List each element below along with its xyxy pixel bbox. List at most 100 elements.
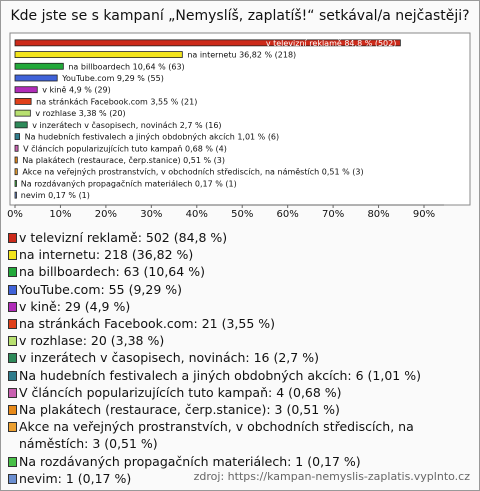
bar-label: v rozhlase 3,38 % (20) [35,109,125,118]
bar [14,51,183,58]
legend-label: Na hudebních festivalech a jiných obdobn… [19,367,421,383]
legend-label: v rozhlase: 20 (3,38 %) [19,333,165,349]
bar-label: Na rozdávaných propagačních materiálech … [21,178,237,188]
bar-label-name: Na plakátech (restaurace, čerp.stanice) [22,155,180,165]
legend-swatch [8,284,17,295]
bar-value-label: 9,29 % (55) [117,74,164,83]
chart: 0% 10% 20% 30% 40% 50% 60% 70% 80% 90% v televizní… [7,32,471,220]
x-tick-label: 50% [231,209,253,220]
legend-swatch [8,405,17,416]
bar-label-name: Na hudebních festivalech a jiných obdobn… [25,132,235,141]
bar [14,74,58,82]
legend-swatch [8,353,17,364]
legend-label: YouTube.com: 55 (9,29 %) [19,281,183,297]
legend-label: v televizní reklamě: 502 (84,8 %) [19,230,228,245]
legend-item: V článcích popularizujících tuto kampaň:… [8,384,473,401]
bar-label-name: nevim [21,191,46,200]
bar-value-label: 0,51 % (3) [322,167,364,176]
bar-label-name: Akce na veřejných prostranstvích, v obch… [22,167,319,176]
bar-label: Na hudebních festivalech a jiných obdobn… [25,132,280,141]
legend-label: na internetu: 218 (36,82 %) [19,247,194,263]
bar-label: V článcích popularizujících tuto kampaň … [23,143,227,153]
legend-item: na billboardech: 63 (10,64 %) [8,263,473,280]
legend-item: na internetu: 218 (36,82 %) [8,246,473,263]
bar-label: na billboardech 10,64 % (63) [68,62,184,71]
bar-label-name: V článcích popularizujících tuto kampaň [23,143,182,153]
legend-item: v inzerátech v časopisech, novinách: 16 … [8,349,473,366]
bar-label-name: na stránkách Facebook.com [36,97,148,106]
bar-value-label: 84,8 % (502) [344,38,396,47]
bar-label: Na plakátech (restaurace, čerp.stanice) … [22,155,225,165]
bar [14,39,401,47]
legend-swatch [8,233,17,243]
legend-swatch [8,250,17,261]
bar [14,156,18,164]
legend-item: v televizní reklamě: 502 (84,8 %) [8,229,473,246]
legend-item: Na hudebních festivalech a jiných obdobn… [8,367,473,384]
bar-value-label: 3,55 % (21) [150,97,197,106]
bar-label: v televizní reklamě 84,8 % (502) [266,38,397,47]
legend-item: Na plakátech (restaurace, čerp.stanice):… [8,401,473,418]
bar [14,191,17,199]
bar-label: nevim 0,17 % (1) [21,191,90,200]
bar-label: na internetu 36,82 % (218) [187,50,296,59]
x-tick-label: 40% [186,209,208,220]
bar [14,109,31,117]
legend-item: nevim: 1 (0,17 %) [8,470,473,487]
bar-value-label: 0,17 % (1) [48,191,90,200]
legend-label: v inzerátech v časopisech, novinách: 16 … [19,350,319,366]
bar-label: na stránkách Facebook.com 3,55 % (21) [36,97,197,106]
legend-label: na billboardech: 63 (10,64 %) [19,264,205,280]
legend-label: V článcích popularizujících tuto kampaň:… [19,384,342,400]
bar-label-name: v rozhlase [35,109,76,118]
legend-swatch [8,301,17,312]
bar-label-name: v kině [42,85,66,94]
legend-label: v kině: 29 (4,9 %) [19,298,131,314]
legend-swatch [8,422,17,433]
x-tick-label: 10% [49,209,71,220]
x-tick-label: 20% [95,209,117,220]
bar-label-name: na internetu [187,50,236,59]
legend-label: na stránkách Facebook.com: 21 (3,55 %) [19,316,276,332]
bar [14,133,20,140]
legend-label: Na plakátech (restaurace, čerp.stanice):… [19,402,340,418]
bar [14,98,32,105]
bar [14,86,38,94]
legend-swatch [8,387,17,398]
bar-label-name: Na rozdávaných propagačních materiálech [21,178,193,188]
x-tick-label: 80% [367,209,389,220]
x-tick-label: 60% [277,209,299,220]
legend-swatch [8,319,17,330]
bar [14,168,18,176]
bar-label: Akce na veřejných prostranstvích, v obch… [22,167,363,176]
bar-label-name: v televizní reklamě [266,38,342,47]
plot-box [9,32,471,206]
legend-item: YouTube.com: 55 (9,29 %) [8,281,473,298]
bar [14,180,17,187]
bar-value-label: 0,68 % (4) [185,144,227,153]
x-tick-label: 90% [413,209,435,220]
bar [14,144,19,152]
bar-label-name: YouTube.com [61,74,114,83]
legend-swatch [8,456,17,467]
bar-value-label: 1,01 % (6) [237,132,279,141]
x-tick-label: 70% [322,209,344,220]
legend-swatch [8,370,17,381]
bar-value-label: 36,82 % (218) [239,50,296,59]
legend-swatch [8,336,17,347]
legend: v televizní reklamě: 502 (84,8 %) na inte… [8,229,473,487]
bar [14,121,28,129]
bar-label: v inzerátech v časopisech, novinách 2,7 … [32,119,221,129]
source: zdroj: https://kampan-nemyslis-zaplatis.… [193,470,470,483]
legend-label: nevim: 1 (0,17 %) [19,470,132,486]
bar-value-label: 2,7 % (16) [180,120,222,129]
bar-value-label: 0,51 % (3) [183,156,225,165]
chart-title: Kde jste se s kampaní „Nemyslíš, zaplatí… [10,8,470,24]
legend-item: Na rozdávaných propagačních materiálech:… [8,453,473,470]
bar-value-label: 0,17 % (1) [195,179,237,188]
legend-item: v kině: 29 (4,9 %) [8,298,473,315]
legend-swatch [8,473,17,484]
legend-item: na stránkách Facebook.com: 21 (3,55 %) [8,315,473,332]
bar [14,62,64,70]
